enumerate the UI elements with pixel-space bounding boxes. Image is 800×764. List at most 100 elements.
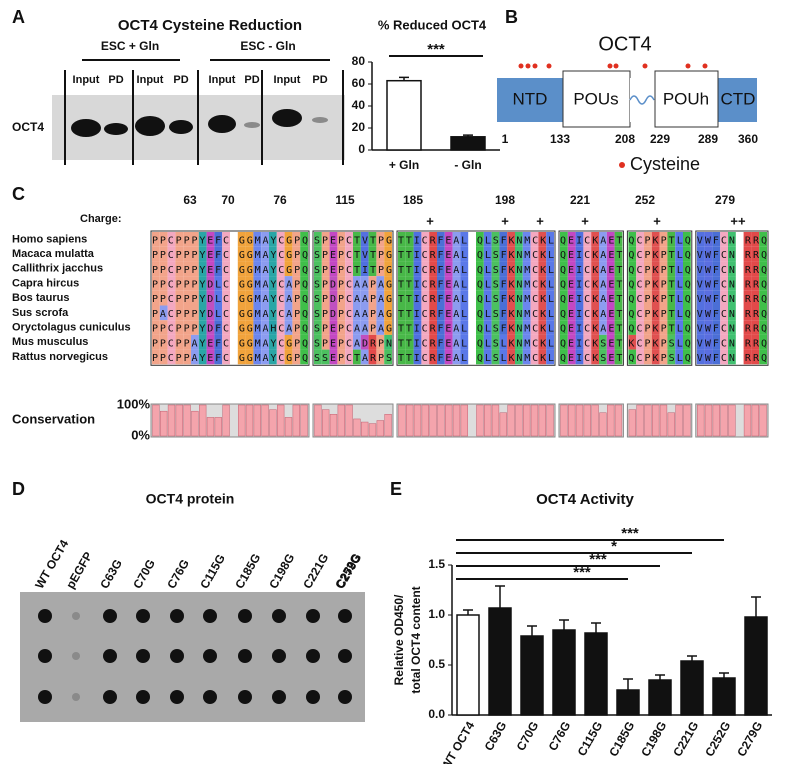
- conservation-bar: [728, 404, 736, 437]
- residue-bg: [575, 232, 584, 247]
- residue-bg: [237, 305, 246, 321]
- residue-bg: [599, 305, 607, 321]
- residue-bg: [237, 261, 246, 277]
- residue-position: 252: [635, 193, 655, 207]
- residue-bg: [636, 334, 644, 350]
- sequence: TTICRFEAL QLSFKNMCKL: [398, 250, 554, 261]
- dot: [103, 609, 117, 623]
- conservation-bar: [530, 404, 539, 437]
- residue-bg: [183, 261, 191, 277]
- residue-bg: [429, 320, 437, 335]
- residue-bg: [560, 305, 568, 321]
- residue-bg: [530, 305, 539, 321]
- residue-bg: [206, 349, 215, 365]
- residue-bg: [452, 290, 461, 306]
- residue-bg: [728, 290, 736, 306]
- residue-bg: [567, 290, 576, 306]
- residue-bg: [152, 290, 160, 306]
- residue-bg: [704, 232, 713, 247]
- residue-bg: [321, 261, 330, 277]
- residue-bg: [429, 261, 437, 277]
- residue-bg: [384, 276, 392, 291]
- residue-bg: [345, 349, 353, 365]
- residue-bg: [614, 232, 623, 247]
- residue-bg: [398, 261, 406, 277]
- residue-bg: [437, 349, 445, 365]
- residue-position: 198: [495, 193, 515, 207]
- residue-bg: [269, 246, 277, 262]
- residue-bg: [452, 232, 461, 247]
- y-tick-label: 80: [352, 54, 366, 68]
- residue-bg: [452, 305, 461, 321]
- sequence: PPCPPAYEFC GGMAYCGPQ: [152, 353, 308, 364]
- residue-bg: [237, 349, 246, 365]
- x-tick-label: C185G: [606, 719, 637, 759]
- residue-bg: [261, 305, 269, 321]
- residue-bg: [444, 290, 453, 306]
- residue-bg: [429, 349, 437, 365]
- residue-bg: [696, 276, 705, 291]
- error-bar: [463, 134, 473, 137]
- residue-bg: [606, 261, 615, 277]
- conservation-bar: [206, 417, 215, 437]
- residue-bg: [546, 246, 554, 262]
- sequence: VWFCN RRQ: [697, 309, 767, 320]
- residue-bg: [198, 261, 207, 277]
- conservation-bar: [160, 410, 168, 437]
- residue-bg: [522, 246, 531, 262]
- residue-bg: [583, 349, 592, 365]
- position-label: 1: [502, 132, 509, 146]
- residue-bg: [222, 334, 230, 350]
- conservation-bar: [191, 410, 199, 437]
- sequence: SPEPCTVTPG: [314, 235, 392, 246]
- bar: [680, 660, 704, 716]
- residue-bg: [644, 261, 652, 277]
- residue-bg: [345, 246, 353, 262]
- lane-label: PD: [173, 74, 188, 86]
- residue-bg: [376, 305, 385, 321]
- sequence: TTICRFEAL QLSFKNMCKL: [398, 324, 554, 335]
- residue-bg: [628, 261, 637, 277]
- conservation-bar: [523, 404, 531, 437]
- residue-bg: [398, 290, 406, 306]
- residue-bg: [696, 334, 705, 350]
- residue-bg: [728, 320, 736, 335]
- significance-label: ***: [427, 41, 445, 58]
- conservation-bar: [759, 404, 767, 437]
- residue-bg: [728, 232, 736, 247]
- residue-bg: [384, 320, 392, 335]
- residue-bg: [345, 232, 353, 247]
- residue-bg: [429, 334, 437, 350]
- residue-bg: [476, 349, 484, 365]
- residue-bg: [483, 305, 492, 321]
- domain-box: [654, 70, 719, 128]
- residue-bg: [175, 232, 184, 247]
- residue-bg: [206, 232, 215, 247]
- residue-bg: [167, 349, 176, 365]
- residue-bg: [191, 305, 199, 321]
- residue-bg: [476, 261, 484, 277]
- y-tick-label: 60: [352, 76, 366, 90]
- residue-bg: [460, 334, 469, 350]
- residue-bg: [636, 290, 644, 306]
- residue-bg: [499, 290, 508, 306]
- position-label: 229: [650, 132, 670, 146]
- residue-bg: [659, 305, 668, 321]
- residue-bg: [269, 305, 277, 321]
- bar: [450, 136, 486, 151]
- panel-label: A: [12, 7, 25, 27]
- residue-bg: [491, 246, 500, 262]
- residue-bg: [636, 276, 644, 291]
- dot: [72, 612, 80, 620]
- residue-bg: [751, 246, 760, 262]
- residue-bg: [696, 261, 705, 277]
- lane-label: PD: [108, 74, 123, 86]
- residue-bg: [546, 232, 554, 247]
- residue-bg: [337, 261, 346, 277]
- residue-bg: [575, 261, 584, 277]
- bar: [616, 689, 640, 716]
- y-axis-label: total OCT4 content: [409, 586, 423, 693]
- residue-position: 70: [221, 193, 235, 207]
- conservation-bar: [175, 404, 183, 437]
- residue-bg: [444, 246, 453, 262]
